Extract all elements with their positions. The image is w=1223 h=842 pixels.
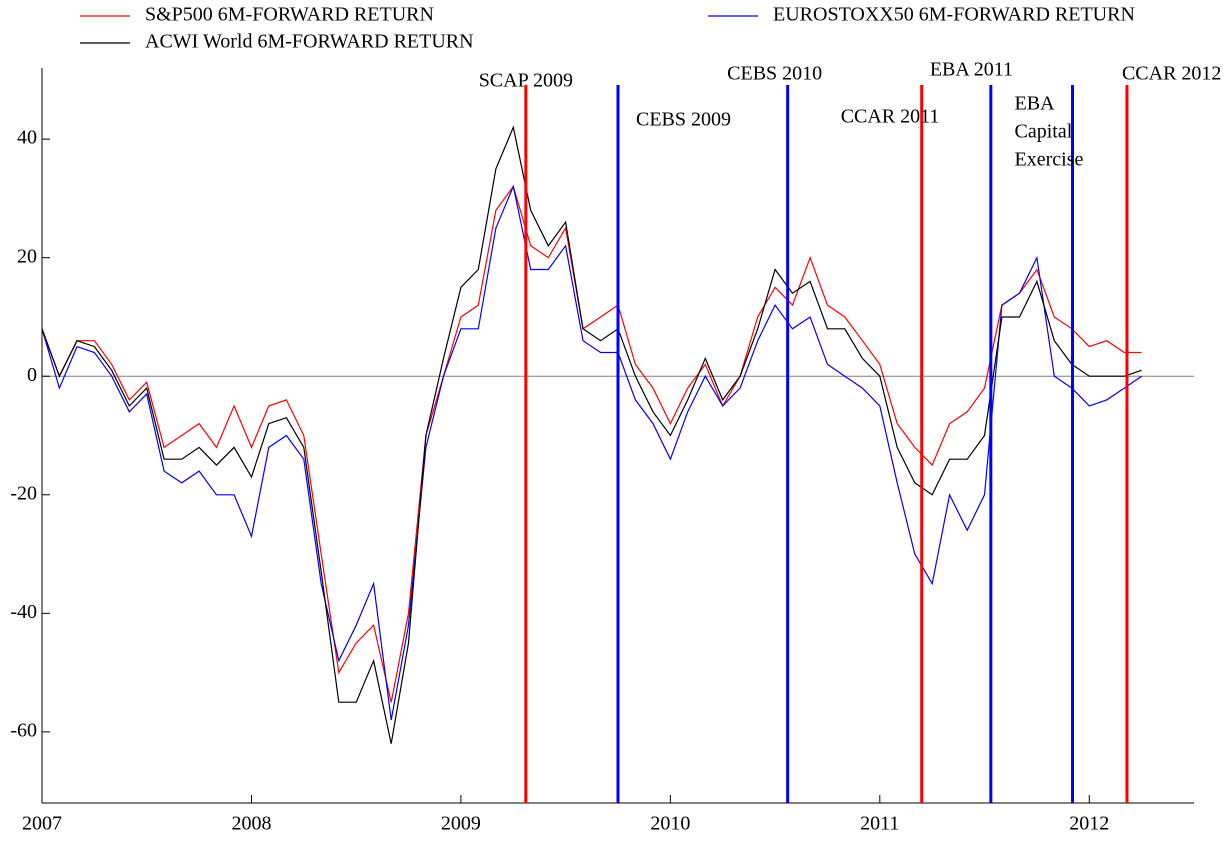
x-tick-label: 2008 <box>231 813 271 835</box>
legend-label: ACWI World 6M-FORWARD RETURN <box>145 31 474 53</box>
series-line <box>41 125 1142 744</box>
x-tick-label: 2010 <box>650 813 690 835</box>
legend-label: S&P500 6M-FORWARD RETURN <box>145 4 434 26</box>
y-tick-label: 40 <box>17 127 37 149</box>
event-label: Capital <box>1015 121 1073 143</box>
event-label: EBA 2011 <box>930 59 1013 81</box>
x-tick-label: 2009 <box>441 813 481 835</box>
event-label: CEBS 2010 <box>727 63 822 85</box>
series-line <box>41 184 1142 721</box>
event-label: CCAR 2011 <box>841 106 940 128</box>
event-label: EBA <box>1015 93 1056 115</box>
series-line <box>41 185 1142 703</box>
x-tick-label: 2011 <box>860 813 899 835</box>
y-tick-label: 20 <box>17 245 37 267</box>
x-tick-label: 2007 <box>22 813 62 835</box>
y-tick-label: -60 <box>10 719 37 741</box>
legend-label: EUROSTOXX50 6M-FORWARD RETURN <box>773 4 1135 26</box>
event-label: Exercise <box>1015 149 1084 171</box>
y-tick-label: -20 <box>10 482 37 504</box>
event-label: SCAP 2009 <box>479 70 573 92</box>
x-tick-label: 2012 <box>1069 813 1109 835</box>
event-label: CEBS 2009 <box>636 109 731 131</box>
event-label: CCAR 2012 <box>1122 63 1221 85</box>
y-tick-label: -40 <box>10 601 37 623</box>
y-tick-label: 0 <box>27 364 37 386</box>
